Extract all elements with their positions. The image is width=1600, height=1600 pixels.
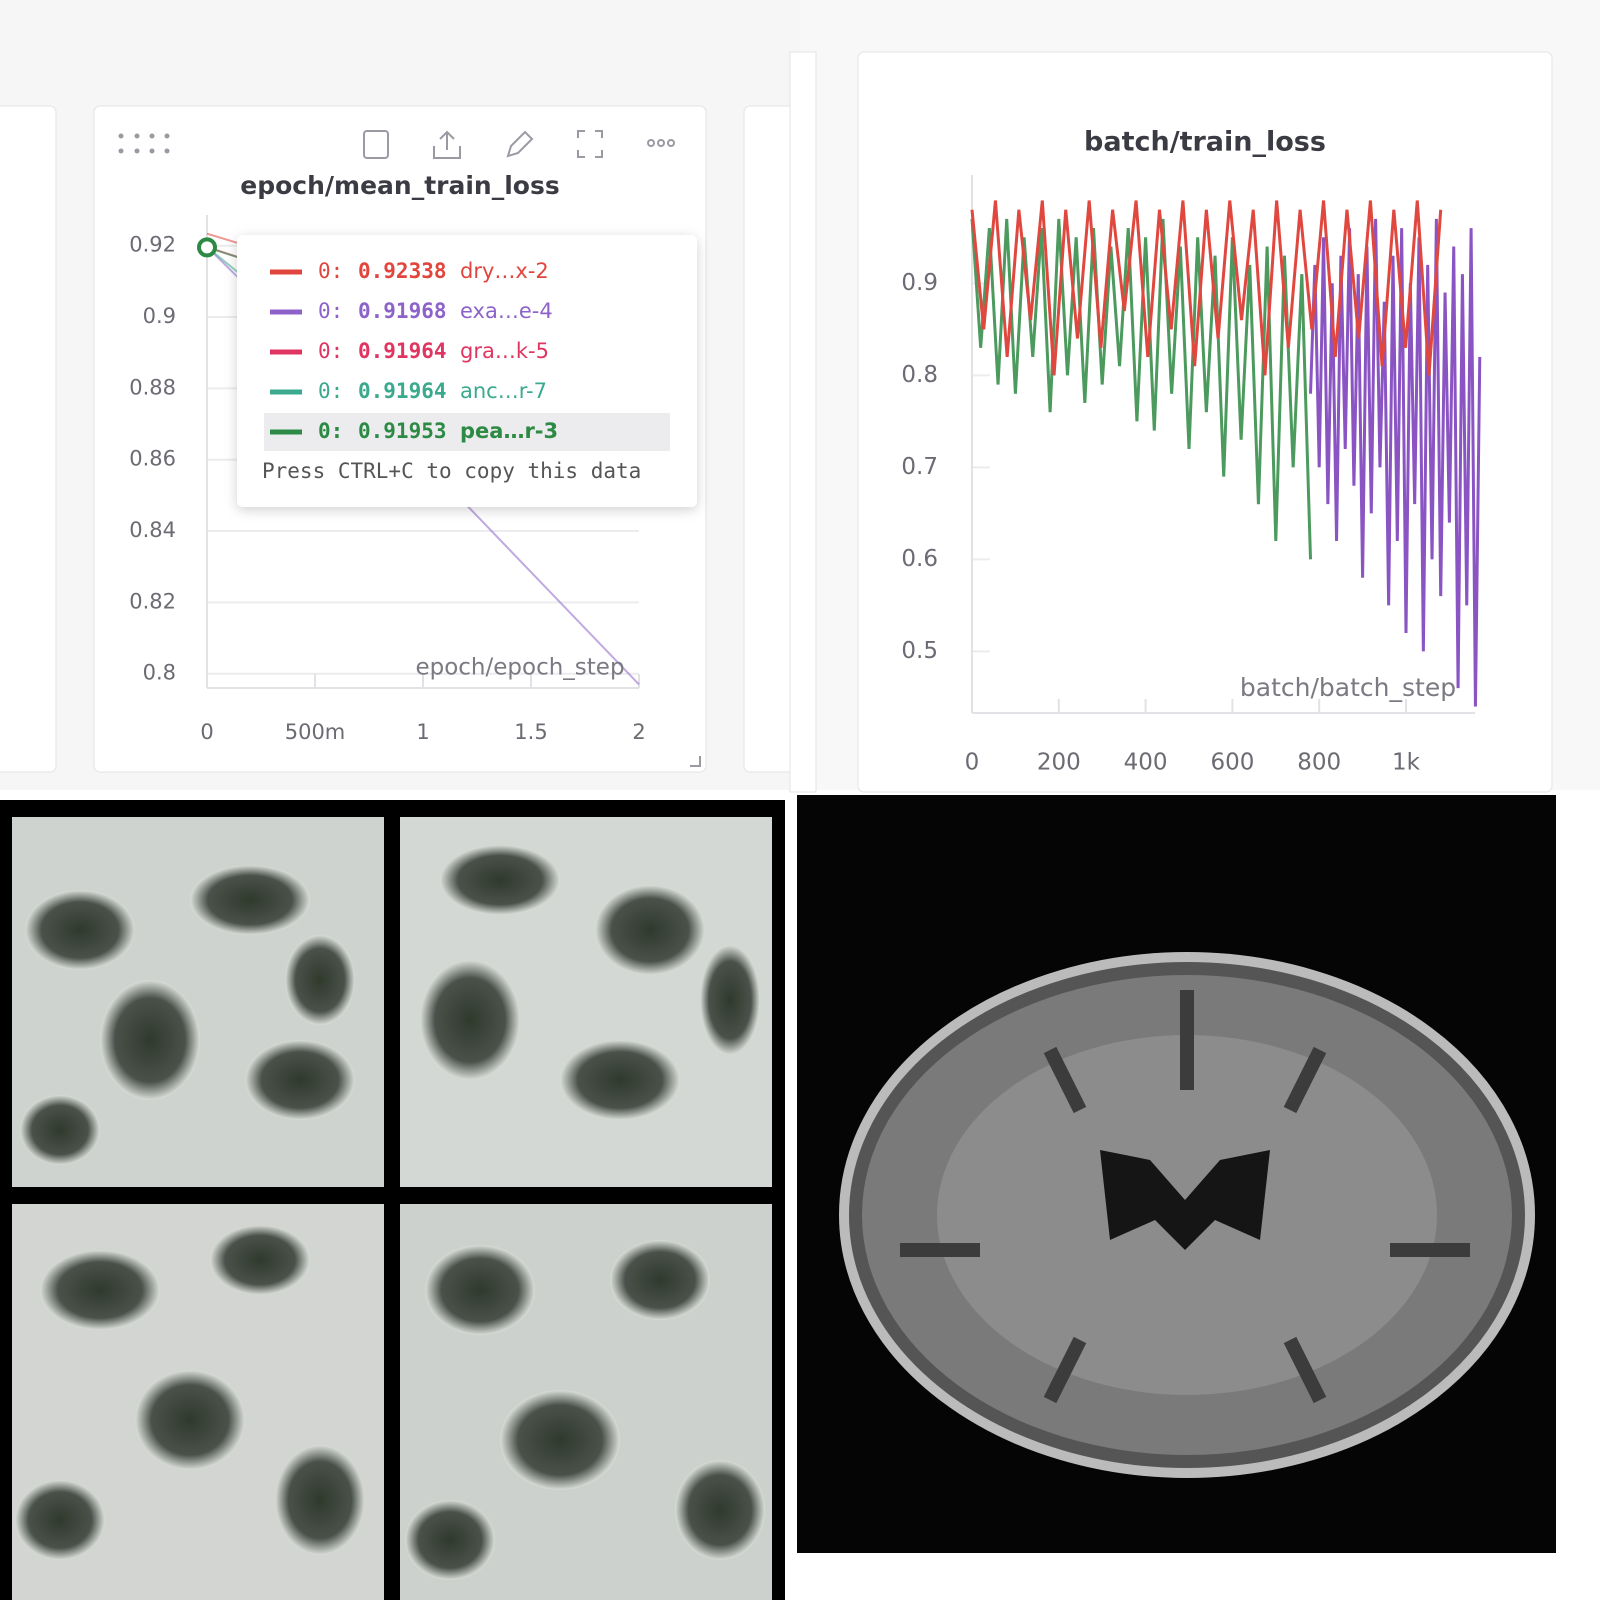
y-tick-label: 0.9 — [143, 304, 176, 328]
image-tiles — [12, 817, 772, 1600]
y-tick-label: 0.82 — [129, 589, 176, 613]
x-tick-label: 1 — [416, 720, 429, 744]
tooltip-row-highlight — [264, 413, 670, 451]
fullscreen-icon[interactable] — [577, 130, 603, 158]
tooltip-value: 0.91968 — [358, 299, 447, 323]
y-tick-label: 0.7 — [901, 454, 938, 480]
tooltip-value: 0.91964 — [358, 339, 447, 363]
tooltip-run-name: gra…k-5 — [460, 339, 549, 363]
x-tick-label: 800 — [1297, 750, 1341, 776]
panel-card — [857, 51, 1553, 793]
tooltip-step: 0: — [318, 419, 343, 443]
y-tick-label: 0.5 — [901, 638, 938, 664]
y-tick-label: 0.8 — [901, 362, 938, 388]
resize-handle[interactable] — [690, 756, 701, 767]
hover-point — [197, 237, 217, 258]
y-tick-label: 0.88 — [129, 375, 176, 399]
x-tick-label: 0 — [965, 750, 980, 776]
chart-batch: batch/train_loss 0.5 0.6 0.7 0.8 0.9 0 200 400 60… — [901, 127, 1482, 776]
tooltip-run-name: exa…e-4 — [460, 299, 553, 323]
x-tick-label: 600 — [1210, 750, 1254, 776]
tooltip-run-name: dry…x-2 — [460, 259, 549, 283]
chart-title: batch/train_loss — [1084, 127, 1326, 158]
share-icon[interactable] — [433, 130, 461, 159]
x-tick-label: 1k — [1392, 750, 1421, 776]
tooltip-step: 0: — [318, 259, 343, 283]
panel-card — [0, 105, 57, 773]
tooltip-step: 0: — [318, 339, 343, 363]
tooltip-step: 0: — [318, 299, 343, 323]
y-tick-label: 0.86 — [129, 447, 176, 471]
x-tick-label: 500m — [285, 720, 346, 744]
tooltip-value: 0.92338 — [358, 259, 447, 283]
mri-slice — [839, 952, 1535, 1478]
x-axis-label: epoch/epoch_step — [415, 655, 624, 681]
x-tick-label: 400 — [1124, 750, 1168, 776]
y-tick-label: 0.6 — [901, 546, 938, 572]
y-tick-label: 0.8 — [143, 661, 176, 685]
series-line — [970, 200, 1443, 376]
x-tick-label: 0 — [200, 720, 213, 744]
x-axis-label: batch/batch_step — [1240, 673, 1456, 702]
y-tick-label: 0.9 — [901, 270, 938, 296]
more-icon[interactable] — [647, 139, 675, 147]
tooltip-value: 0.91953 — [358, 419, 447, 443]
drag-handle[interactable] — [118, 133, 170, 154]
x-tick-label: 200 — [1037, 750, 1081, 776]
tooltip-value: 0.91964 — [358, 379, 447, 403]
tooltip-run-name: anc…r-7 — [460, 379, 547, 403]
chart-epoch: epoch/mean_train_loss 0.8 0.82 0.84 0.86 0.88… — [129, 171, 697, 744]
y-tick-label: 0.92 — [129, 233, 176, 257]
series-line — [1309, 218, 1482, 707]
panel-card — [789, 51, 817, 793]
chart-title: epoch/mean_train_loss — [240, 171, 559, 200]
clipboard-icon[interactable] — [363, 130, 389, 159]
y-tick-label: 0.84 — [129, 518, 176, 542]
x-tick-label: 1.5 — [514, 720, 547, 744]
x-tick-label: 2 — [632, 720, 645, 744]
edit-icon[interactable] — [506, 130, 534, 158]
tooltip-run-name: pea…r-3 — [460, 419, 558, 443]
tooltip-step: 0: — [318, 379, 343, 403]
tooltip-footer: Press CTRL+C to copy this data — [262, 459, 641, 483]
